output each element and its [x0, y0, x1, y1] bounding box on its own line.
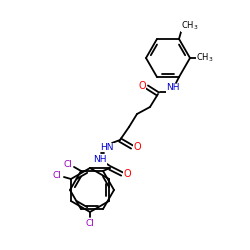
Text: CH$_3$: CH$_3$: [181, 20, 198, 32]
Text: O: O: [133, 142, 141, 152]
Text: HN: HN: [100, 142, 114, 152]
Text: Cl: Cl: [86, 218, 94, 228]
Text: CH$_3$: CH$_3$: [196, 52, 214, 64]
Text: Cl: Cl: [52, 172, 62, 180]
Text: Cl: Cl: [64, 160, 72, 170]
Text: O: O: [123, 169, 131, 179]
Text: NH: NH: [93, 156, 107, 164]
Text: O: O: [138, 81, 146, 91]
Text: NH: NH: [166, 84, 180, 92]
